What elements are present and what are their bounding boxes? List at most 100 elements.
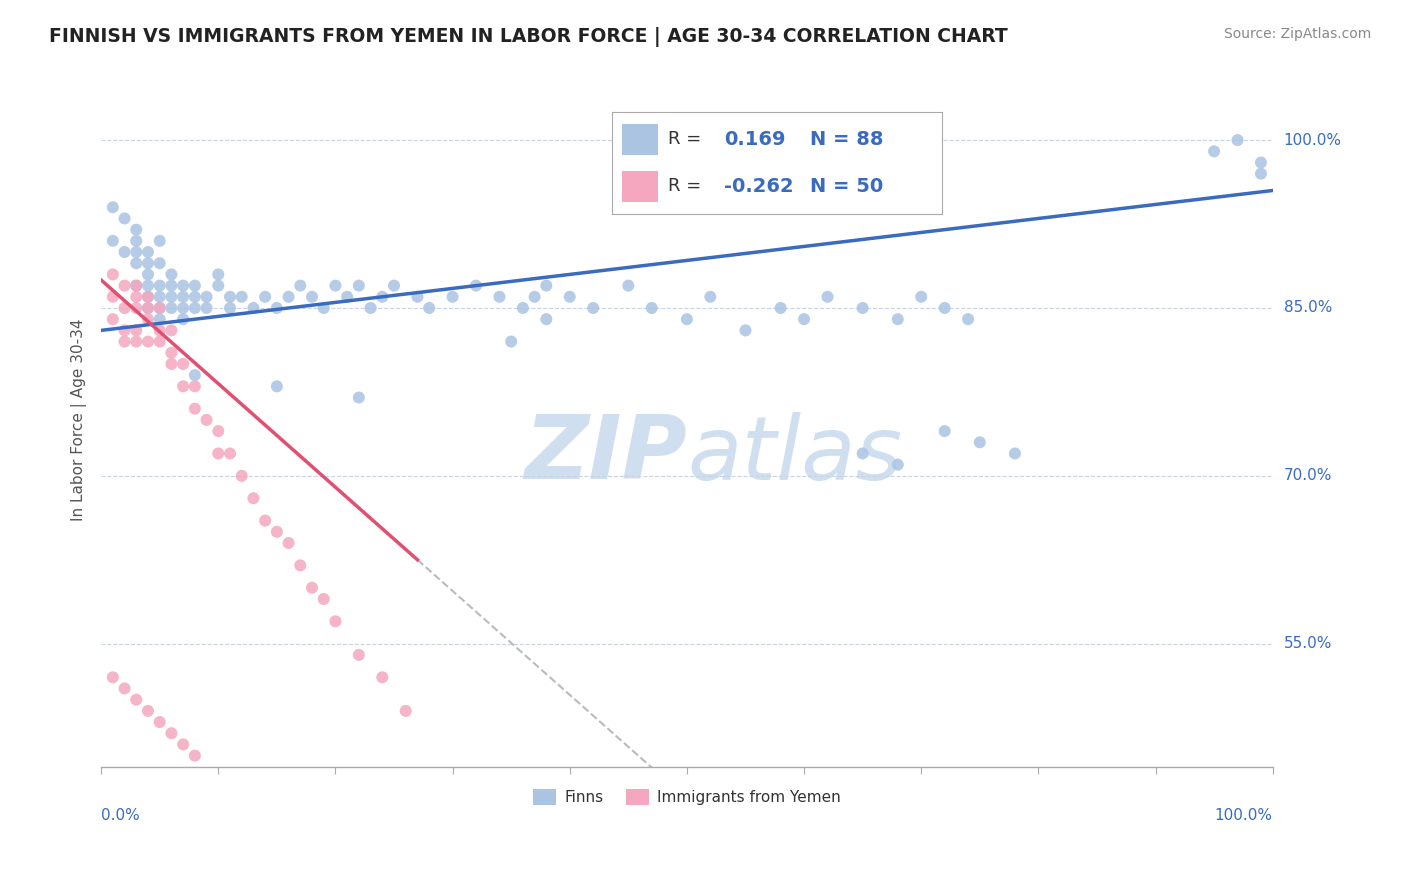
Point [136, 290, 159, 304]
Point [184, 368, 207, 383]
Point [149, 334, 172, 349]
Point [160, 345, 183, 359]
Point [125, 323, 148, 337]
Point [301, 290, 323, 304]
Point [371, 670, 394, 684]
Point [160, 301, 183, 315]
Point [266, 524, 288, 539]
Point [114, 334, 136, 349]
Point [101, 200, 124, 214]
Point [101, 312, 124, 326]
Point [172, 312, 194, 326]
Point [219, 301, 242, 315]
Text: 70.0%: 70.0% [1284, 468, 1331, 483]
Point [195, 301, 218, 315]
Point [125, 290, 148, 304]
Point [136, 290, 159, 304]
Point [125, 256, 148, 270]
Point [219, 446, 242, 460]
Point [125, 245, 148, 260]
Point [793, 312, 815, 326]
Point [160, 268, 183, 282]
Point [136, 256, 159, 270]
Point [501, 334, 523, 349]
Point [184, 278, 207, 293]
Point [136, 245, 159, 260]
Point [184, 401, 207, 416]
Point [149, 714, 172, 729]
Point [136, 278, 159, 293]
Point [231, 468, 253, 483]
Point [172, 379, 194, 393]
Point [149, 278, 172, 293]
Point [172, 301, 194, 315]
Point [101, 670, 124, 684]
Point [676, 312, 699, 326]
Point [136, 301, 159, 315]
Point [817, 290, 839, 304]
Text: 0.0%: 0.0% [101, 808, 139, 823]
Point [160, 278, 183, 293]
Point [1250, 155, 1272, 169]
Point [136, 704, 159, 718]
Point [254, 290, 277, 304]
Point [114, 323, 136, 337]
Point [149, 312, 172, 326]
Text: 0.169: 0.169 [724, 129, 786, 149]
Point [418, 301, 440, 315]
Point [582, 301, 605, 315]
Point [149, 323, 172, 337]
Point [699, 290, 721, 304]
Point [101, 268, 124, 282]
Text: 55.0%: 55.0% [1284, 636, 1331, 651]
Point [441, 290, 464, 304]
Point [1204, 145, 1226, 159]
Point [160, 357, 183, 371]
Text: 100.0%: 100.0% [1215, 808, 1272, 823]
Point [325, 278, 347, 293]
Point [312, 301, 335, 315]
Point [617, 278, 640, 293]
Point [558, 290, 581, 304]
Point [290, 558, 312, 573]
Point [125, 234, 148, 248]
Point [207, 278, 229, 293]
Point [195, 290, 218, 304]
Point [887, 312, 910, 326]
Point [149, 301, 172, 315]
Text: Source: ZipAtlas.com: Source: ZipAtlas.com [1223, 27, 1371, 41]
Point [125, 334, 148, 349]
Point [242, 301, 264, 315]
Point [336, 290, 359, 304]
Point [101, 290, 124, 304]
Point [512, 301, 534, 315]
Point [125, 692, 148, 706]
Point [290, 278, 312, 293]
Bar [621, 124, 658, 154]
Point [125, 278, 148, 293]
Point [910, 290, 932, 304]
Point [1004, 446, 1026, 460]
Text: ZIP: ZIP [524, 411, 688, 498]
Point [536, 278, 558, 293]
Point [184, 748, 207, 763]
Text: R =: R = [668, 178, 702, 195]
Point [136, 301, 159, 315]
Point [852, 446, 875, 460]
Point [101, 234, 124, 248]
Text: 100.0%: 100.0% [1284, 133, 1341, 147]
Point [312, 591, 335, 606]
Point [360, 301, 382, 315]
Point [887, 458, 910, 472]
Point [254, 514, 277, 528]
Point [1226, 133, 1249, 147]
Point [934, 301, 956, 315]
Point [125, 222, 148, 236]
Point [769, 301, 792, 315]
Bar [621, 171, 658, 202]
Point [231, 290, 253, 304]
Point [277, 290, 299, 304]
Point [160, 323, 183, 337]
Point [160, 290, 183, 304]
Point [136, 334, 159, 349]
